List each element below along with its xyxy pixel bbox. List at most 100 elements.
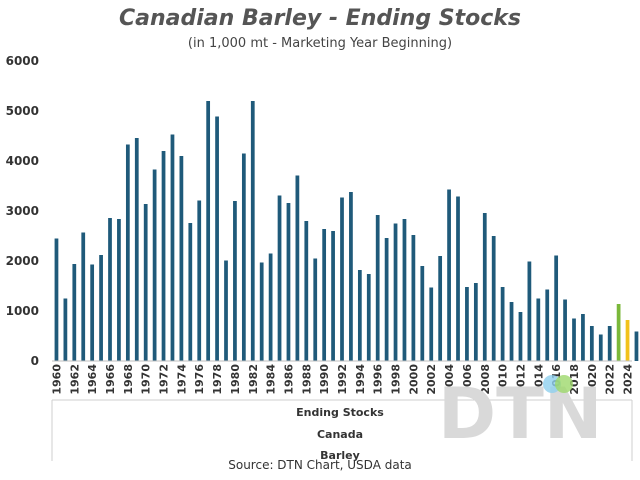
bar-1987 bbox=[295, 175, 300, 361]
x-tick-label: 1964 bbox=[86, 364, 99, 395]
x-tick-label: 1962 bbox=[68, 364, 81, 395]
bar-2021 bbox=[598, 334, 603, 361]
y-tick-label: 3000 bbox=[6, 204, 39, 218]
x-tick-label: 1996 bbox=[372, 364, 385, 395]
bar-1966 bbox=[108, 218, 112, 361]
bar-1983 bbox=[259, 262, 264, 361]
bar-1982 bbox=[250, 101, 255, 361]
bar-1992 bbox=[340, 197, 344, 361]
chart-source: Source: DTN Chart, USDA data bbox=[228, 458, 412, 472]
x-tick-label: 2014 bbox=[532, 364, 545, 395]
bar-2019 bbox=[581, 314, 585, 361]
bar-1990 bbox=[322, 229, 327, 361]
x-tick-label: 1986 bbox=[282, 364, 295, 395]
bar-1973 bbox=[170, 134, 175, 361]
bar-2007 bbox=[473, 283, 478, 361]
bar-1962 bbox=[72, 264, 77, 361]
bar-1991 bbox=[331, 231, 335, 361]
chart-title: Canadian Barley - Ending Stocks bbox=[119, 6, 521, 31]
bar-1969 bbox=[134, 138, 139, 361]
bar-2001 bbox=[420, 266, 425, 361]
bar-1961 bbox=[63, 298, 68, 361]
x-tick-label: 1960 bbox=[50, 364, 63, 395]
bar-2023 bbox=[616, 304, 621, 361]
bar-1963 bbox=[81, 232, 86, 361]
x-tick-label: 1988 bbox=[300, 364, 313, 395]
bar-1998 bbox=[393, 223, 398, 361]
x-tick-label: 1980 bbox=[229, 364, 242, 395]
bar-1967 bbox=[117, 219, 121, 361]
x-tick-label: 2000 bbox=[407, 364, 420, 395]
y-tick-label: 0 bbox=[31, 354, 39, 368]
bar-2017 bbox=[563, 299, 567, 361]
bar-1986 bbox=[286, 203, 291, 361]
x-tick-label: 1978 bbox=[211, 364, 224, 395]
bar-1972 bbox=[161, 151, 166, 361]
x-tick-label: 1968 bbox=[122, 364, 135, 395]
bar-1975 bbox=[188, 223, 193, 361]
bar-1997 bbox=[384, 238, 389, 361]
bar-2016 bbox=[554, 255, 559, 361]
x-tick-label: 2022 bbox=[604, 364, 617, 395]
x-tick-label: 2020 bbox=[586, 364, 599, 395]
bar-1988 bbox=[304, 221, 309, 361]
bar-1970 bbox=[143, 204, 148, 361]
bar-1985 bbox=[277, 195, 282, 361]
y-tick-label: 5000 bbox=[6, 104, 39, 118]
bar-2022 bbox=[607, 326, 612, 361]
x-tick-label: 1982 bbox=[247, 364, 260, 395]
bar-2010 bbox=[500, 287, 505, 361]
x-tick-label: 1966 bbox=[104, 364, 117, 395]
bar-2015 bbox=[545, 289, 550, 361]
bar-1995 bbox=[366, 274, 371, 361]
bar-2009 bbox=[491, 236, 496, 361]
bar-1981 bbox=[241, 153, 246, 361]
bar-1978 bbox=[215, 116, 219, 361]
bar-2005 bbox=[456, 196, 460, 361]
x-tick-label: 1970 bbox=[140, 364, 153, 395]
bar-1965 bbox=[99, 255, 103, 361]
y-tick-label: 4000 bbox=[6, 154, 39, 168]
x-tick-label: 2002 bbox=[425, 364, 438, 395]
y-tick-label: 1000 bbox=[6, 304, 39, 318]
bar-2000 bbox=[411, 235, 416, 361]
bar-1968 bbox=[125, 144, 130, 361]
bar-2006 bbox=[465, 287, 469, 361]
bar-2008 bbox=[482, 213, 487, 361]
category-group-label: Canada bbox=[317, 428, 363, 441]
bar-2011 bbox=[509, 302, 514, 361]
x-tick-label: 1992 bbox=[336, 364, 349, 395]
bar-1993 bbox=[349, 192, 353, 361]
bar-1994 bbox=[357, 270, 362, 361]
bar-2020 bbox=[589, 326, 594, 361]
bar-2018 bbox=[572, 318, 576, 361]
x-tick-label: 1976 bbox=[193, 364, 206, 395]
x-tick-label: 2008 bbox=[479, 364, 492, 395]
bar-2013 bbox=[527, 261, 532, 361]
bar-1979 bbox=[224, 260, 228, 361]
bar-undefined bbox=[634, 331, 639, 361]
x-tick-label: 1974 bbox=[175, 364, 188, 395]
x-tick-label: 2024 bbox=[622, 364, 635, 395]
bar-2004 bbox=[447, 189, 451, 361]
bar-2012 bbox=[518, 312, 523, 361]
x-tick-label: 1998 bbox=[390, 364, 403, 395]
category-group-label: Barley bbox=[320, 449, 360, 462]
bar-1974 bbox=[179, 156, 184, 361]
x-tick-label: 2010 bbox=[497, 364, 510, 395]
x-tick-label: 2012 bbox=[514, 364, 527, 395]
y-tick-label: 2000 bbox=[6, 254, 39, 268]
x-tick-label: 1972 bbox=[158, 364, 171, 395]
x-tick-label: 1990 bbox=[318, 364, 331, 395]
category-group-label: Ending Stocks bbox=[296, 406, 384, 419]
bar-1976 bbox=[197, 200, 202, 361]
chart-subtitle: (in 1,000 mt - Marketing Year Beginning) bbox=[187, 36, 453, 51]
y-tick-label: 6000 bbox=[6, 54, 39, 68]
bar-2002 bbox=[429, 287, 434, 361]
x-tick-label: 2004 bbox=[443, 364, 456, 395]
bar-1977 bbox=[206, 101, 211, 361]
bar-2003 bbox=[438, 256, 443, 361]
bar-1971 bbox=[152, 169, 157, 361]
bar-1996 bbox=[375, 215, 380, 361]
